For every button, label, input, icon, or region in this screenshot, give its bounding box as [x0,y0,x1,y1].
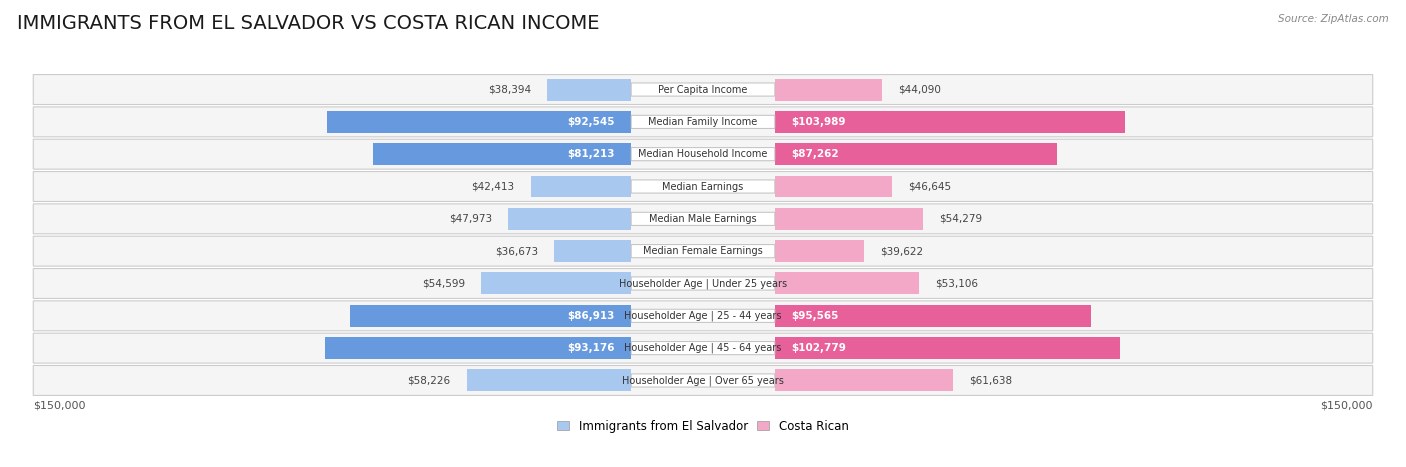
Text: $44,090: $44,090 [898,85,941,94]
FancyBboxPatch shape [34,139,1372,169]
Text: $87,262: $87,262 [792,149,839,159]
FancyBboxPatch shape [775,176,893,198]
Text: Median Female Earnings: Median Female Earnings [643,246,763,256]
Text: $54,599: $54,599 [422,278,465,289]
Text: Median Family Income: Median Family Income [648,117,758,127]
FancyBboxPatch shape [775,240,863,262]
FancyBboxPatch shape [775,272,918,295]
Text: IMMIGRANTS FROM EL SALVADOR VS COSTA RICAN INCOME: IMMIGRANTS FROM EL SALVADOR VS COSTA RIC… [17,14,599,33]
Text: $92,545: $92,545 [568,117,614,127]
Text: Median Male Earnings: Median Male Earnings [650,214,756,224]
Text: $58,226: $58,226 [408,375,450,385]
Text: Householder Age | Under 25 years: Householder Age | Under 25 years [619,278,787,289]
Text: $47,973: $47,973 [449,214,492,224]
Text: $39,622: $39,622 [880,246,924,256]
FancyBboxPatch shape [631,277,775,290]
Text: $38,394: $38,394 [488,85,531,94]
Text: Householder Age | 25 - 44 years: Householder Age | 25 - 44 years [624,311,782,321]
FancyBboxPatch shape [775,143,1057,165]
Text: $36,673: $36,673 [495,246,538,256]
FancyBboxPatch shape [34,171,1372,201]
FancyBboxPatch shape [467,369,631,391]
Text: $95,565: $95,565 [792,311,838,321]
FancyBboxPatch shape [34,366,1372,396]
FancyBboxPatch shape [554,240,631,262]
FancyBboxPatch shape [631,245,775,258]
FancyBboxPatch shape [547,78,631,100]
FancyBboxPatch shape [34,269,1372,298]
Text: $103,989: $103,989 [792,117,845,127]
FancyBboxPatch shape [631,309,775,322]
Text: $81,213: $81,213 [568,149,614,159]
Text: Median Earnings: Median Earnings [662,182,744,191]
FancyBboxPatch shape [631,341,775,355]
FancyBboxPatch shape [631,148,775,161]
FancyBboxPatch shape [34,75,1372,105]
Text: Median Household Income: Median Household Income [638,149,768,159]
Text: $102,779: $102,779 [792,343,846,353]
FancyBboxPatch shape [34,107,1372,137]
Text: Householder Age | 45 - 64 years: Householder Age | 45 - 64 years [624,343,782,354]
Text: $150,000: $150,000 [1320,401,1372,410]
Text: Householder Age | Over 65 years: Householder Age | Over 65 years [621,375,785,386]
FancyBboxPatch shape [775,305,1091,327]
FancyBboxPatch shape [631,212,775,226]
Text: $42,413: $42,413 [471,182,515,191]
Text: $86,913: $86,913 [568,311,614,321]
FancyBboxPatch shape [328,111,631,133]
FancyBboxPatch shape [775,337,1121,359]
Text: $53,106: $53,106 [935,278,977,289]
FancyBboxPatch shape [34,236,1372,266]
Text: Per Capita Income: Per Capita Income [658,85,748,94]
FancyBboxPatch shape [631,115,775,128]
FancyBboxPatch shape [481,272,631,295]
Text: Source: ZipAtlas.com: Source: ZipAtlas.com [1278,14,1389,24]
FancyBboxPatch shape [34,204,1372,234]
FancyBboxPatch shape [631,83,775,96]
Text: $93,176: $93,176 [568,343,614,353]
FancyBboxPatch shape [34,333,1372,363]
FancyBboxPatch shape [631,180,775,193]
Text: $46,645: $46,645 [908,182,952,191]
Text: $150,000: $150,000 [34,401,86,410]
FancyBboxPatch shape [775,369,953,391]
FancyBboxPatch shape [775,78,882,100]
FancyBboxPatch shape [350,305,631,327]
FancyBboxPatch shape [374,143,631,165]
FancyBboxPatch shape [631,374,775,387]
Legend: Immigrants from El Salvador, Costa Rican: Immigrants from El Salvador, Costa Rican [553,415,853,438]
FancyBboxPatch shape [34,301,1372,331]
FancyBboxPatch shape [509,208,631,230]
FancyBboxPatch shape [775,208,924,230]
FancyBboxPatch shape [775,111,1125,133]
FancyBboxPatch shape [531,176,631,198]
Text: $54,279: $54,279 [939,214,983,224]
FancyBboxPatch shape [325,337,631,359]
Text: $61,638: $61,638 [969,375,1012,385]
